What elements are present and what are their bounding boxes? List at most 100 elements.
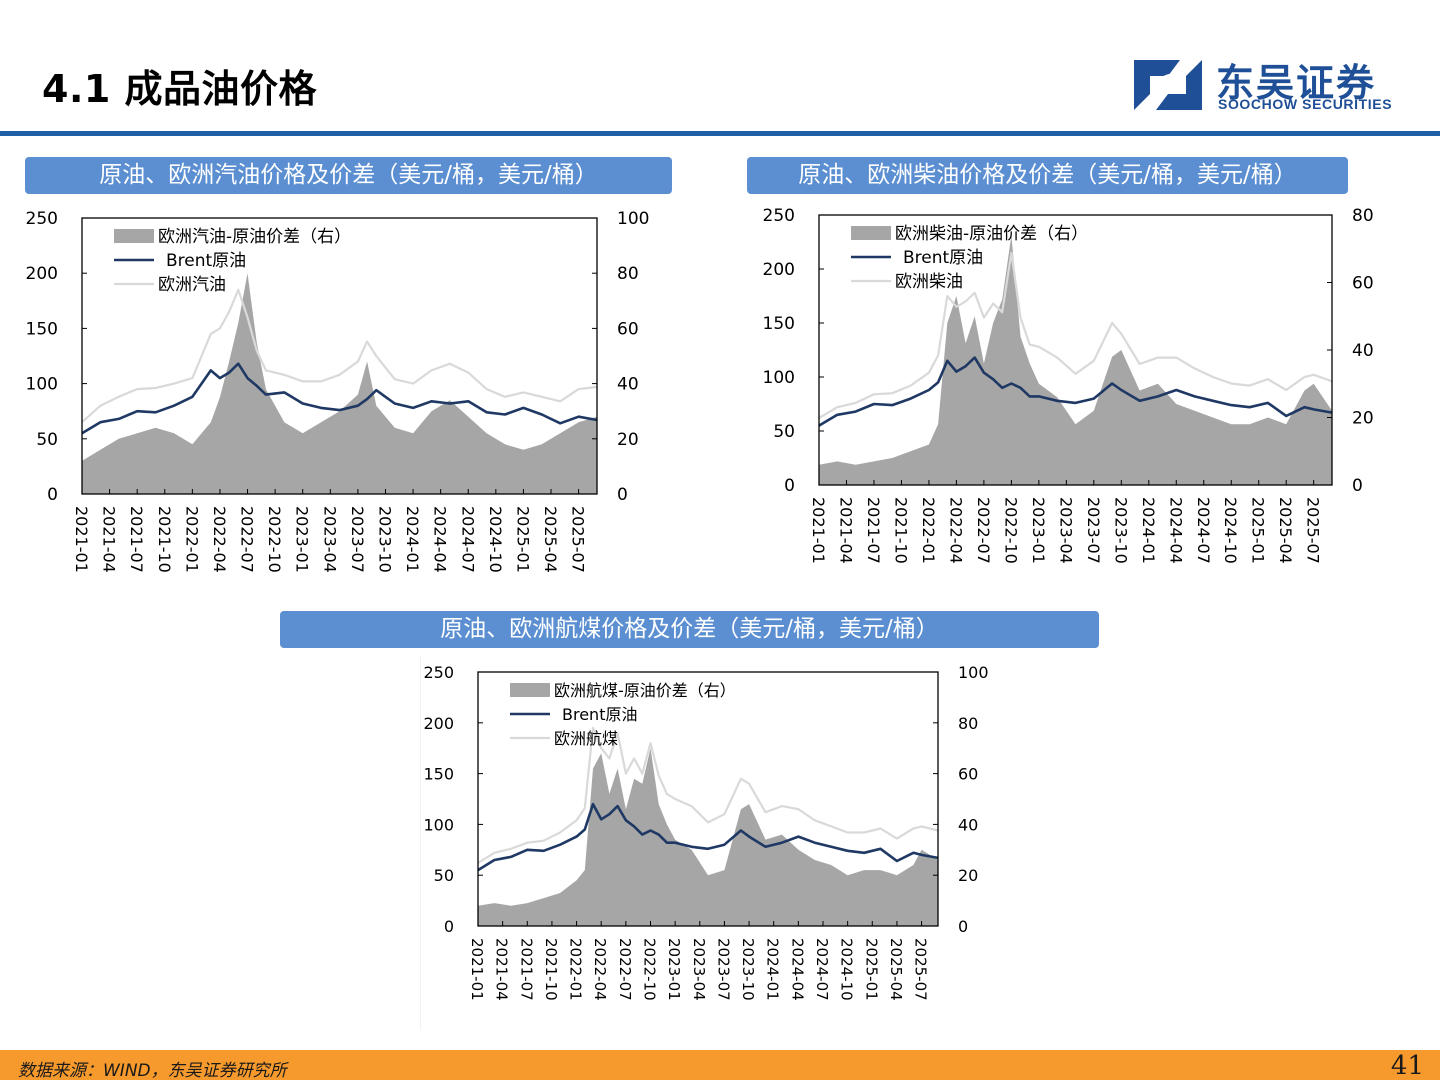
left-axis-tick-label: 150 [763, 314, 795, 334]
left-axis-tick-label: 50 [36, 430, 58, 450]
x-axis-tick-label: 2024-10 [838, 938, 856, 1001]
right-axis-tick-label: 40 [1352, 341, 1374, 361]
x-axis-tick-label: 2025-04 [541, 506, 560, 573]
x-axis-tick-label: 2024-04 [1166, 497, 1185, 564]
right-axis-tick-label: 20 [1352, 409, 1374, 429]
legend-entry-label: 欧洲柴油 [895, 272, 963, 292]
x-axis-tick-label: 2023-04 [320, 506, 339, 573]
logo-english-name: SOOCHOW SECURITIES [1218, 96, 1393, 112]
right-axis-tick-label: 0 [1352, 476, 1363, 496]
jet-fuel-spread-chart: 0 50 100 150 200 250 0 20 40 60 80 100 2021-01 2021-0… [420, 655, 989, 1030]
right-axis-tick-label: 100 [958, 663, 989, 682]
left-axis-tick-label: 200 [423, 714, 454, 733]
x-axis-tick-label: 2024-04 [788, 938, 806, 1001]
x-axis-tick-label: 2022-10 [265, 506, 284, 573]
spread-area-series [819, 235, 1332, 485]
x-axis-tick-label: 2021-04 [493, 938, 511, 1001]
legend-entry-label: Brent原油 [903, 248, 983, 268]
data-source-note: 数据来源：WIND，东吴证券研究所 [18, 1061, 287, 1080]
spread-area-series [82, 273, 597, 494]
left-axis-tick-label: 250 [423, 663, 454, 682]
x-axis-tick-label: 2021-04 [836, 497, 855, 564]
product-line-series [477, 726, 939, 864]
x-axis-tick-label: 2024-01 [403, 506, 422, 573]
left-axis-tick-label: 100 [26, 375, 58, 395]
legend-entry-label: 欧洲航煤 [554, 729, 618, 748]
x-axis-tick-label: 2024-04 [431, 506, 450, 573]
company-logo: 东吴证券 SOOCHOW SECURITIES [1130, 54, 1410, 116]
x-axis-tick-label: 2023-04 [690, 938, 708, 1001]
x-axis-tick-label: 2025-04 [1276, 497, 1295, 564]
x-axis-tick-label: 2021-01 [72, 506, 91, 573]
left-axis-tick-label: 100 [423, 815, 454, 834]
left-axis-tick-label: 50 [434, 866, 454, 885]
x-axis-tick-label: 2025-04 [887, 938, 905, 1001]
left-axis-tick-label: 250 [26, 209, 58, 229]
product-line-series [818, 251, 1333, 419]
right-axis-tick-label: 60 [958, 765, 978, 784]
legend-entry-label: 欧洲柴油-原油价差（右） [895, 224, 1088, 244]
brent-line-series [818, 356, 1333, 427]
x-axis-tick-label: 2024-01 [1139, 497, 1158, 564]
header-divider [0, 131, 1440, 136]
left-axis-tick-label: 0 [47, 485, 58, 505]
logo-chinese-name: 东吴证券 [1216, 61, 1377, 105]
legend-entry-label: 欧洲汽油 [158, 275, 226, 295]
left-axis-tick-label: 100 [763, 368, 795, 388]
x-axis-tick-label: 2024-07 [1194, 497, 1213, 564]
x-axis-tick-label: 2021-07 [864, 497, 883, 564]
diesel-spread-chart: 0 50 100 150 200 250 0 20 40 60 80 2021-01 2021-04 20… [763, 206, 1374, 564]
x-axis-tick-label: 2025-07 [1304, 497, 1323, 564]
right-axis-tick-label: 100 [617, 209, 649, 229]
x-axis-tick-label: 2025-07 [569, 506, 588, 573]
x-axis-tick-label: 2022-04 [591, 938, 609, 1001]
x-axis-tick-label: 2023-01 [293, 506, 312, 573]
x-axis-tick-label: 2023-07 [348, 506, 367, 573]
soochow-logo-icon [1134, 60, 1202, 110]
legend-swatch-spread [114, 229, 154, 243]
x-axis-tick-label: 2022-10 [641, 938, 659, 1001]
right-axis-tick-label: 60 [617, 319, 639, 339]
x-axis-tick-label: 2024-10 [486, 506, 505, 573]
x-axis-tick-label: 2023-04 [1056, 497, 1075, 564]
left-axis-tick-label: 250 [763, 206, 795, 226]
right-axis-tick-label: 80 [958, 714, 978, 733]
brent-line-series [477, 802, 939, 872]
x-axis-tick-label: 2022-01 [919, 497, 938, 564]
footer-bar: 数据来源：WIND，东吴证券研究所 41 [0, 1050, 1440, 1080]
x-axis-tick-label: 2022-07 [616, 938, 634, 1001]
x-axis-tick-label: 2021-01 [809, 497, 828, 564]
spread-area-series [478, 748, 938, 926]
left-axis-tick-label: 150 [26, 319, 58, 339]
x-axis-tick-label: 2023-01 [665, 938, 683, 1001]
x-axis-tick-label: 2023-07 [1084, 497, 1103, 564]
page-number: 41 [1390, 1051, 1424, 1080]
x-axis-tick-label: 2024-07 [813, 938, 831, 1001]
x-axis-tick-label: 2023-10 [739, 938, 757, 1001]
page-title: 4.1 成品油价格 [42, 67, 318, 111]
left-axis-tick-label: 0 [784, 476, 795, 496]
plot-frame [477, 671, 939, 927]
right-axis-tick-label: 20 [958, 866, 978, 885]
right-axis-tick-label: 0 [617, 485, 628, 505]
legend-entry-label: 欧洲汽油-原油价差（右） [158, 227, 351, 247]
x-axis-tick-label: 2025-01 [1249, 497, 1268, 564]
x-axis-tick-label: 2022-07 [238, 506, 257, 573]
x-axis-tick-label: 2021-10 [542, 938, 560, 1001]
x-axis-tick-label: 2021-07 [127, 506, 146, 573]
x-axis-tick-label: 2021-07 [517, 938, 535, 1001]
left-axis-tick-label: 0 [444, 917, 454, 936]
plot-frame [81, 217, 598, 495]
right-axis-tick-label: 60 [1352, 274, 1374, 294]
x-axis-tick-label: 2025-01 [862, 938, 880, 1001]
right-axis-tick-label: 20 [617, 430, 639, 450]
x-axis-tick-label: 2022-10 [1001, 497, 1020, 564]
legend-swatch-spread [510, 683, 550, 697]
x-axis-tick-label: 2025-01 [513, 506, 532, 573]
legend-swatch-spread [851, 226, 891, 240]
left-axis-tick-label: 200 [763, 260, 795, 280]
right-axis-tick-label: 80 [617, 264, 639, 284]
gasoline-panel-title: 原油、欧洲汽油价格及价差（美元/桶，美元/桶） [25, 157, 672, 194]
x-axis-tick-label: 2023-01 [1029, 497, 1048, 564]
x-axis-tick-label: 2022-01 [182, 506, 201, 573]
